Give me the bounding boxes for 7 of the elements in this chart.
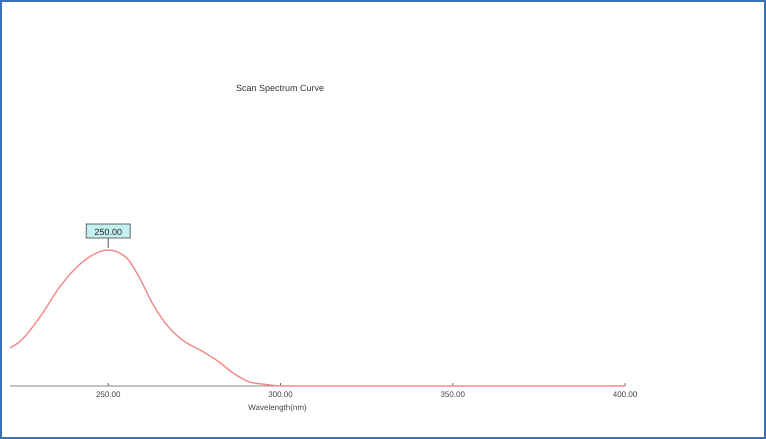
chart-title: Scan Spectrum Curve xyxy=(236,83,324,93)
x-tick-label: 300.00 xyxy=(268,390,294,399)
x-tick-label: 400.00 xyxy=(612,390,638,399)
x-tick-label: 350.00 xyxy=(440,390,466,399)
x-axis-title: Wavelength(nm) xyxy=(248,403,308,412)
annotation: 250.00 xyxy=(94,227,122,237)
x-tick-label: 250.00 xyxy=(96,390,121,399)
